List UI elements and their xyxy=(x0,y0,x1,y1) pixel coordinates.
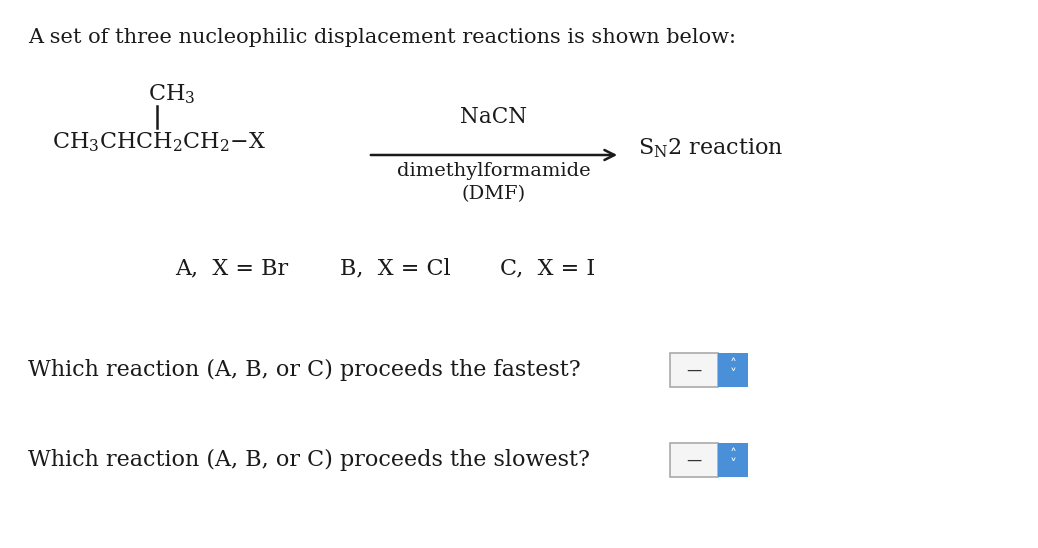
Bar xyxy=(670,443,718,477)
Text: $\mathregular{CH_3CHCH_2CH_2{-}X}$: $\mathregular{CH_3CHCH_2CH_2{-}X}$ xyxy=(52,130,267,153)
Text: Which reaction (A, B, or C) proceeds the slowest?: Which reaction (A, B, or C) proceeds the… xyxy=(28,449,590,471)
Text: $\mathregular{S_N}$2 reaction: $\mathregular{S_N}$2 reaction xyxy=(638,136,784,160)
Text: dimethylformamide: dimethylformamide xyxy=(398,162,591,180)
Text: ˅: ˅ xyxy=(730,458,737,472)
Text: C,  X = I: C, X = I xyxy=(500,257,595,279)
Text: $\mathregular{CH_3}$: $\mathregular{CH_3}$ xyxy=(148,82,195,106)
Text: ˄: ˄ xyxy=(730,358,737,372)
Text: —: — xyxy=(686,362,702,378)
Text: Which reaction (A, B, or C) proceeds the fastest?: Which reaction (A, B, or C) proceeds the… xyxy=(28,359,580,381)
Bar xyxy=(718,353,748,387)
Text: ˄: ˄ xyxy=(730,448,737,462)
Text: (DMF): (DMF) xyxy=(462,185,526,203)
Text: A,  X = Br: A, X = Br xyxy=(175,257,289,279)
Text: —: — xyxy=(686,453,702,467)
Bar xyxy=(670,353,718,387)
Bar xyxy=(718,443,748,477)
Text: ˅: ˅ xyxy=(730,368,737,382)
Text: NaCN: NaCN xyxy=(461,106,527,128)
Text: B,  X = Cl: B, X = Cl xyxy=(340,257,450,279)
Text: A set of three nucleophilic displacement reactions is shown below:: A set of three nucleophilic displacement… xyxy=(28,28,736,47)
